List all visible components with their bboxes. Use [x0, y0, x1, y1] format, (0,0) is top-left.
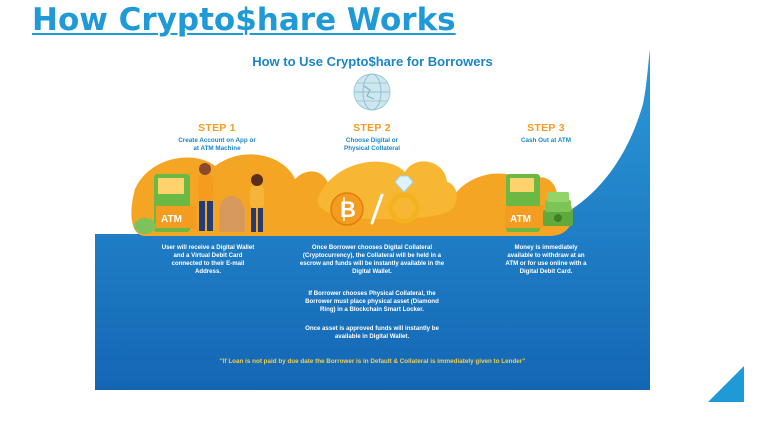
plant-icon: [134, 218, 156, 234]
slide-title: How Crypto$hare Works: [32, 2, 456, 38]
person-sitting-icon: [219, 174, 264, 232]
step-2-description-physical: If Borrower chooses Physical Collateral,…: [305, 290, 439, 313]
globe-logo-icon: [353, 73, 391, 111]
money-stack-icon: [543, 192, 573, 226]
infographic-title: How to Use Crypto$hare for Borrowers: [252, 54, 493, 69]
slash-divider: [370, 193, 384, 225]
step-3-subtitle: Cash Out at ATM: [520, 137, 572, 144]
person-icon: [198, 163, 213, 231]
diamond-ring-icon: [388, 175, 420, 224]
step-2-label: STEP 2: [353, 122, 391, 134]
default-footnote: "If Loan is not paid by due date the Bor…: [219, 358, 526, 365]
step-2-subtitle: Choose Digital or Physical Collateral: [344, 137, 400, 152]
atm-label-1: ATM: [161, 214, 182, 225]
atm-icon: ATM: [154, 174, 196, 232]
infographic: How to Use Crypto$hare for Borrowers STE…: [95, 44, 650, 390]
step-2-description-digital: Once Borrower chooses Digital Collateral…: [299, 244, 445, 275]
corner-decoration: [708, 366, 744, 402]
step-3-description: Money is immediately available to withdr…: [505, 244, 587, 275]
step-2-description-approval: Once asset is approved funds will instan…: [305, 325, 439, 340]
step-3-label: STEP 3: [527, 122, 565, 134]
step-1-label: STEP 1: [198, 122, 236, 134]
atm-icon-step-3: ATM: [505, 174, 543, 232]
bitcoin-icon: B: [330, 192, 364, 226]
step-1-description: User will receive a Digital Wallet and a…: [161, 244, 255, 275]
step-1-subtitle: Create Account on App or at ATM Machine: [178, 137, 256, 152]
svg-text:B: B: [340, 197, 356, 222]
atm-label-3: ATM: [510, 214, 531, 225]
